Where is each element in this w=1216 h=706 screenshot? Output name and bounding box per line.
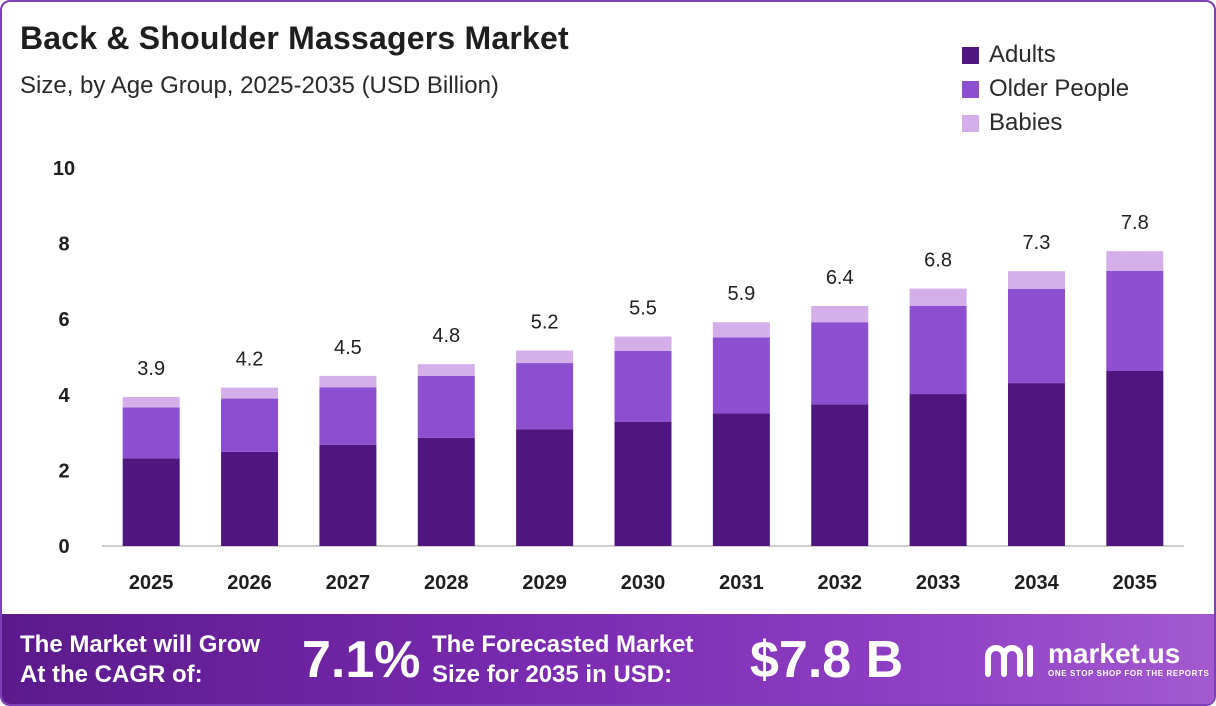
chart-subtitle: Size, by Age Group, 2025-2035 (USD Billi… bbox=[20, 72, 499, 99]
bar-segment-babies bbox=[712, 322, 770, 338]
x-tick-label: 2032 bbox=[817, 572, 862, 594]
bar-total-label: 5.9 bbox=[727, 283, 755, 305]
market-us-logo-icon bbox=[985, 645, 1033, 677]
y-tick-label: 4 bbox=[58, 385, 70, 407]
bar-segment-adults bbox=[909, 394, 967, 546]
bar-segment-babies bbox=[614, 336, 672, 351]
bar-segment-babies bbox=[417, 364, 475, 376]
forecast-value: $7.8 B bbox=[750, 631, 904, 689]
bar-segment-babies bbox=[1007, 271, 1065, 289]
footer-banner: The Market will Grow At the CAGR of: 7.1… bbox=[2, 614, 1214, 704]
bar-total-label: 4.8 bbox=[432, 325, 460, 347]
bar-segment-adults bbox=[319, 444, 377, 546]
cagr-value: 7.1% bbox=[302, 631, 421, 689]
x-tick-label: 2029 bbox=[522, 572, 567, 594]
bar-segment-adults bbox=[221, 451, 279, 546]
y-tick-label: 0 bbox=[58, 536, 69, 558]
bar-segment-babies bbox=[319, 375, 377, 388]
x-tick-label: 2035 bbox=[1113, 572, 1158, 594]
legend-label-babies: Babies bbox=[989, 109, 1063, 136]
bar-segment-babies bbox=[221, 387, 279, 399]
legend-label-adults: Adults bbox=[989, 41, 1056, 68]
bar-segment-babies bbox=[1106, 251, 1164, 271]
bar-segment-older-people bbox=[614, 350, 672, 422]
bar-segment-older-people bbox=[417, 375, 475, 438]
bar-total-label: 4.5 bbox=[334, 337, 362, 359]
cagr-caption-line1: The Market will Grow bbox=[20, 631, 261, 658]
bar-segment-adults bbox=[516, 429, 574, 546]
bar-segment-older-people bbox=[712, 337, 770, 414]
bar-segment-older-people bbox=[221, 398, 279, 452]
bar-segment-adults bbox=[417, 437, 475, 546]
legend: Adults Older People Babies bbox=[962, 38, 1129, 140]
cagr-caption-line2: At the CAGR of: bbox=[20, 661, 203, 688]
x-tick-label: 2028 bbox=[424, 572, 469, 594]
legend-swatch-adults bbox=[962, 46, 979, 64]
x-tick-label: 2027 bbox=[326, 572, 371, 594]
bar-total-label: 6.4 bbox=[826, 267, 854, 289]
legend-item-older-people: Older People bbox=[962, 72, 1129, 106]
brand-name: market.us bbox=[1048, 637, 1181, 669]
y-tick-label: 8 bbox=[58, 234, 69, 256]
brand-tagline: ONE STOP SHOP FOR THE REPORTS bbox=[1048, 668, 1210, 678]
forecast-caption: The Forecasted Market Size for 2035 in U… bbox=[432, 630, 693, 690]
bar-segment-older-people bbox=[516, 363, 574, 430]
bar-segment-babies bbox=[516, 350, 574, 364]
bar-total-label: 3.9 bbox=[137, 358, 165, 380]
y-tick-label: 6 bbox=[58, 309, 69, 331]
x-tick-label: 2033 bbox=[916, 572, 961, 594]
cagr-caption: The Market will Grow At the CAGR of: bbox=[20, 630, 260, 690]
bar-segment-older-people bbox=[811, 322, 869, 405]
bar-segment-older-people bbox=[122, 407, 180, 459]
bar-segment-older-people bbox=[909, 305, 967, 395]
bar-segment-adults bbox=[614, 421, 672, 546]
legend-label-older-people: Older People bbox=[989, 75, 1130, 102]
x-tick-label: 2034 bbox=[1014, 572, 1059, 594]
legend-item-babies: Babies bbox=[962, 106, 1129, 140]
bar-total-label: 5.5 bbox=[629, 298, 657, 320]
bar-segment-adults bbox=[1106, 370, 1164, 546]
forecast-caption-line2: Size for 2035 in USD: bbox=[432, 661, 673, 688]
bar-total-label: 4.2 bbox=[236, 349, 264, 371]
brand-logo: market.us ONE STOP SHOP FOR THE REPORTS bbox=[984, 638, 1209, 678]
bar-segment-adults bbox=[712, 413, 770, 546]
bar-segment-adults bbox=[1007, 383, 1065, 546]
chart-title: Back & Shoulder Massagers Market bbox=[20, 20, 569, 56]
bar-segment-babies bbox=[909, 288, 967, 306]
bar-segment-babies bbox=[122, 397, 180, 408]
bar-total-label: 7.3 bbox=[1023, 232, 1051, 254]
legend-swatch-older-people bbox=[962, 80, 979, 98]
legend-swatch-babies bbox=[962, 114, 979, 132]
y-tick-label: 2 bbox=[58, 460, 69, 482]
bar-segment-older-people bbox=[319, 387, 377, 445]
bar-segment-adults bbox=[811, 404, 869, 546]
bar-segment-older-people bbox=[1007, 288, 1065, 384]
brand-text: market.us ONE STOP SHOP FOR THE REPORTS bbox=[1048, 637, 1210, 678]
forecast-caption-line1: The Forecasted Market bbox=[432, 631, 694, 658]
y-tick-label: 10 bbox=[53, 158, 75, 180]
bar-total-label: 7.8 bbox=[1121, 212, 1149, 234]
bar-segment-older-people bbox=[1106, 270, 1164, 371]
stacked-bar-chart: 0 2 4 6 8 10 3.9 2025 4.2 2026 4.5 2027 4.8 2028 5.2 20… bbox=[53, 158, 1184, 594]
bar-segment-babies bbox=[811, 305, 869, 323]
bar-segment-adults bbox=[122, 458, 180, 546]
x-tick-label: 2025 bbox=[129, 572, 174, 594]
x-tick-label: 2031 bbox=[719, 572, 764, 594]
bar-total-label: 5.2 bbox=[531, 312, 559, 334]
x-tick-label: 2030 bbox=[621, 572, 666, 594]
bar-total-label: 6.8 bbox=[924, 250, 952, 272]
x-tick-label: 2026 bbox=[227, 572, 272, 594]
legend-item-adults: Adults bbox=[962, 38, 1129, 72]
